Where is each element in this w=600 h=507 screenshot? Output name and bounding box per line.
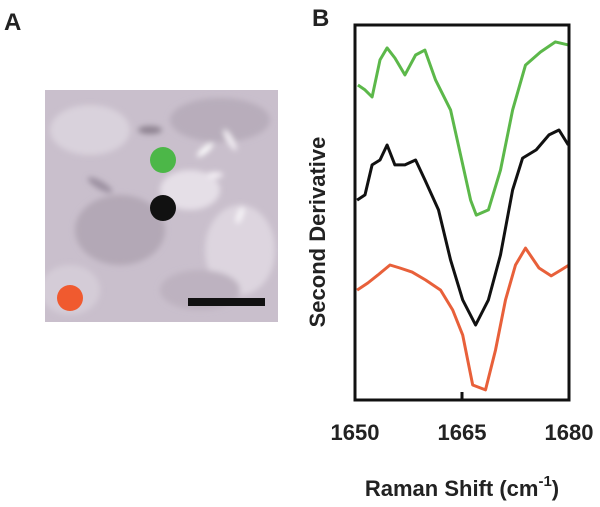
panel-label: A xyxy=(4,9,21,36)
data-line xyxy=(357,40,569,217)
marker-dot xyxy=(150,195,176,221)
x-tick-label: 1665 xyxy=(438,420,487,445)
x-tick-label: 1650 xyxy=(331,420,380,445)
marker-dot xyxy=(150,147,176,173)
scale-bar xyxy=(188,298,265,306)
plot-area: 1650 1665 1680 xyxy=(331,40,594,445)
data-line xyxy=(356,246,570,392)
x-axis-label-end: ) xyxy=(552,476,559,501)
x-axis-label: Raman Shift (cm-1) xyxy=(365,473,559,501)
x-axis-label-sup: -1 xyxy=(538,473,551,490)
plot-frame xyxy=(353,23,571,402)
x-axis-label-main: Raman Shift (cm xyxy=(365,476,539,501)
data-line xyxy=(356,128,570,327)
y-axis-label: Second Derivative xyxy=(305,137,330,328)
panel-label: B xyxy=(312,5,329,32)
x-tick-label: 1680 xyxy=(545,420,594,445)
marker-dot xyxy=(57,285,83,311)
